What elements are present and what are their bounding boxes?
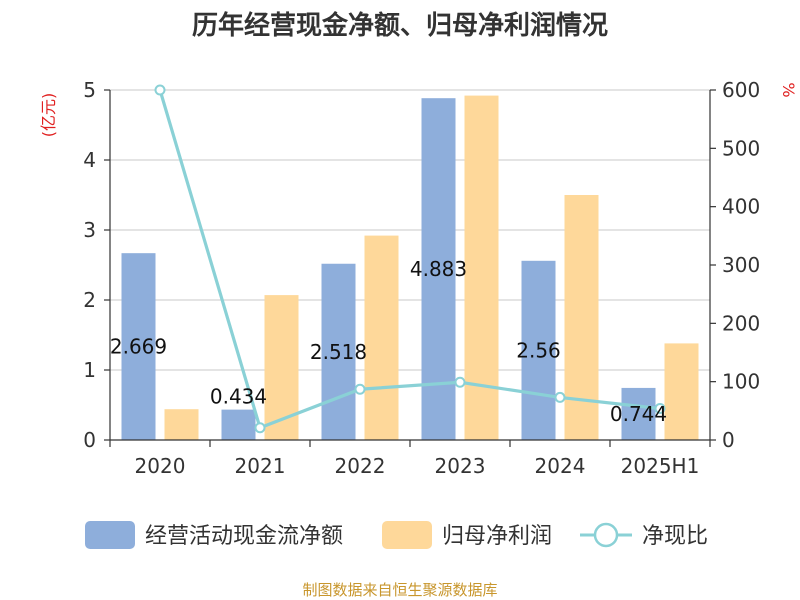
legend-marker-ratio [593, 522, 619, 548]
bar-cashflow [621, 387, 656, 440]
ratio-point [154, 84, 166, 96]
data-label-cashflow: 2.56 [516, 338, 561, 362]
legend-label-profit: 归母净利润 [442, 524, 552, 549]
legend-label-ratio: 净现比 [642, 524, 708, 549]
x-tick-label: 2021 [235, 454, 286, 478]
left-tick-label: 4 [83, 148, 96, 172]
legend-swatch-profit [382, 521, 432, 549]
data-label-cashflow: 4.883 [410, 257, 467, 281]
data-label-cashflow: 2.669 [110, 335, 167, 359]
data-label-cashflow: 0.744 [610, 402, 667, 426]
data-labels: 2.669 0.434 2.518 4.883 2.56 0.744 [110, 257, 667, 426]
right-tick-label: 600 [722, 78, 760, 102]
bar-profit [364, 235, 399, 440]
chart-title: 历年经营现金净额、归母净利润情况 [192, 10, 608, 41]
left-axis-unit: (亿元) [39, 93, 58, 138]
legend-swatch-cashflow [85, 521, 135, 549]
right-tick-label: 0 [722, 428, 735, 452]
legend: 经营活动现金流净额 归母净利润 净现比 [85, 521, 708, 549]
ratio-point [454, 376, 466, 388]
left-tick-label: 3 [83, 218, 96, 242]
right-axis: 0 100 200 300 400 500 600 [709, 78, 760, 452]
legend-label-cashflow: 经营活动现金流净额 [145, 524, 343, 549]
left-tick-label: 1 [83, 358, 96, 382]
left-axis: 0 1 2 3 4 5 [83, 78, 111, 452]
right-tick-label: 400 [722, 195, 760, 219]
right-tick-label: 500 [722, 136, 760, 160]
right-tick-label: 200 [722, 311, 760, 335]
ratio-point [554, 391, 566, 403]
left-tick-label: 2 [83, 288, 96, 312]
ratio-point [654, 403, 666, 414]
left-tick-label: 5 [83, 78, 96, 102]
bar-profit [664, 343, 699, 440]
x-tick-label: 2025H1 [621, 454, 700, 478]
bar-cashflow [221, 409, 256, 440]
right-axis-unit: % [779, 82, 798, 97]
left-tick-label: 0 [83, 428, 96, 452]
data-label-cashflow: 0.434 [210, 385, 267, 409]
ratio-point [354, 383, 366, 395]
x-tick-label: 2022 [335, 454, 386, 478]
bar-cashflow [321, 263, 356, 440]
right-tick-label: 100 [722, 370, 760, 394]
source-note: 制图数据来自恒生聚源数据库 [302, 581, 497, 599]
bar-cashflow [521, 260, 556, 440]
x-tick-label: 2020 [135, 454, 186, 478]
ratio-line-path [158, 89, 661, 430]
x-tick-label: 2023 [435, 454, 486, 478]
ratio-point [254, 422, 266, 434]
gridlines [110, 89, 710, 371]
data-label-cashflow: 2.518 [310, 340, 367, 364]
bar-cashflow [121, 253, 156, 440]
bar-profit [164, 409, 199, 440]
ratio-line [154, 84, 666, 434]
bar-profit [564, 195, 599, 440]
x-axis: 2020 2021 2022 2023 2024 2025H1 [109, 439, 711, 478]
right-tick-label: 300 [722, 253, 760, 277]
x-tick-label: 2024 [535, 454, 586, 478]
